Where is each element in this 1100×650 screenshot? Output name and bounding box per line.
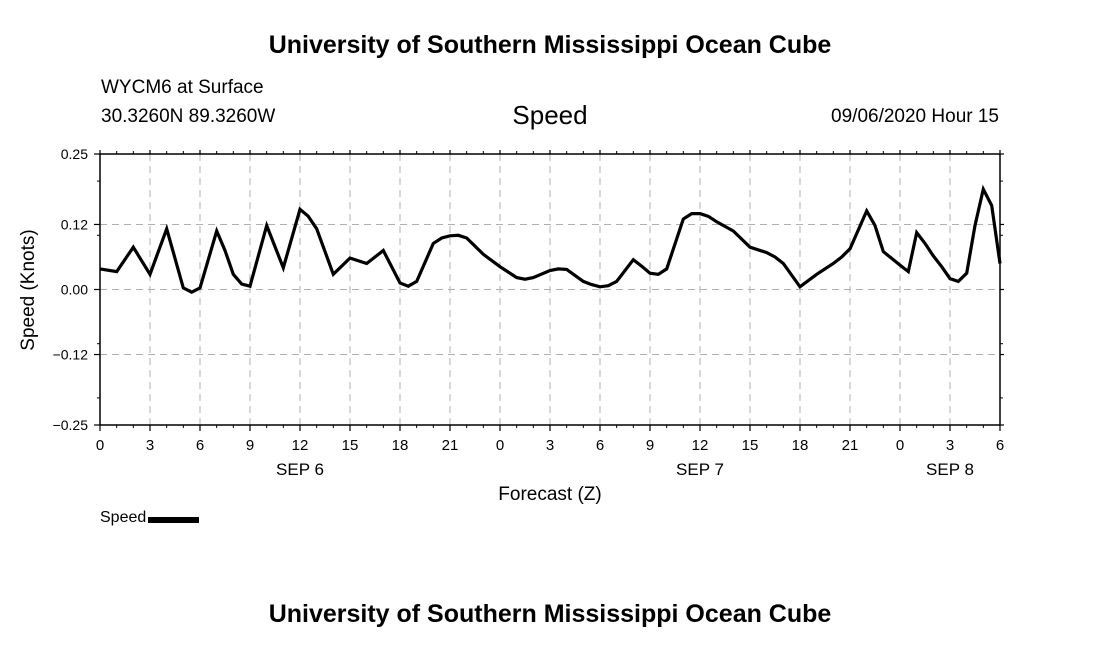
y-tick-label: 0.25 [61, 146, 88, 162]
x-tick-label: 15 [742, 437, 759, 454]
x-tick-label: 12 [692, 437, 709, 454]
datetime-label: 09/06/2020 Hour 15 [831, 106, 999, 127]
x-tick-label: 18 [792, 437, 809, 454]
x-tick-label: 3 [546, 437, 554, 454]
x-tick-label: 3 [146, 437, 154, 454]
x-tick-label: 6 [196, 437, 204, 454]
page-title: University of Southern Mississippi Ocean… [268, 31, 832, 59]
series-line-speed [99, 184, 1002, 294]
x-axis-label: Forecast (Z) [498, 484, 601, 505]
x-tick-label: 6 [596, 437, 604, 454]
x-tick-label: 0 [496, 437, 504, 454]
date-label: SEP 8 [926, 460, 974, 479]
x-tick-label: 0 [96, 437, 104, 454]
chart-grid [100, 154, 1000, 425]
x-tick-label: 3 [946, 437, 954, 454]
x-tick-label: 15 [342, 437, 359, 454]
date-labels: SEP 6 SEP 7 SEP 8 [276, 460, 974, 479]
variable-title: Speed [512, 100, 588, 130]
x-tick-label: 21 [842, 437, 859, 454]
date-label: SEP 7 [676, 460, 724, 479]
footer-title: University of Southern Mississippi Ocean… [268, 600, 832, 628]
x-tick-label: 6 [996, 437, 1004, 454]
coordinates-label: 30.3260N 89.3260W [101, 106, 276, 127]
y-tick-label: −0.12 [53, 347, 89, 363]
y-tick-label: 0.00 [61, 282, 88, 298]
legend: Speed [100, 509, 200, 527]
legend-swatch [148, 516, 200, 523]
x-tick-label: 9 [646, 437, 654, 454]
x-tick-labels: 0 3 6 9 12 15 18 21 0 3 6 9 12 15 18 21 0 3 6 [96, 437, 1004, 454]
date-label: SEP 6 [276, 460, 324, 479]
y-tick-label: −0.25 [53, 417, 89, 433]
x-tick-label: 0 [896, 437, 904, 454]
station-label: WYCM6 at Surface [101, 77, 264, 98]
tick-marks [94, 150, 1004, 431]
x-tick-label: 21 [442, 437, 459, 454]
legend-label: Speed [100, 509, 147, 526]
y-axis-label: Speed (Knots) [18, 229, 39, 350]
x-tick-label: 12 [292, 437, 309, 454]
x-tick-label: 18 [392, 437, 409, 454]
x-tick-label: 9 [246, 437, 254, 454]
y-tick-label: 0.12 [61, 216, 88, 232]
y-tick-labels: 0.25 0.12 0.00 −0.12 −0.25 [53, 146, 89, 433]
